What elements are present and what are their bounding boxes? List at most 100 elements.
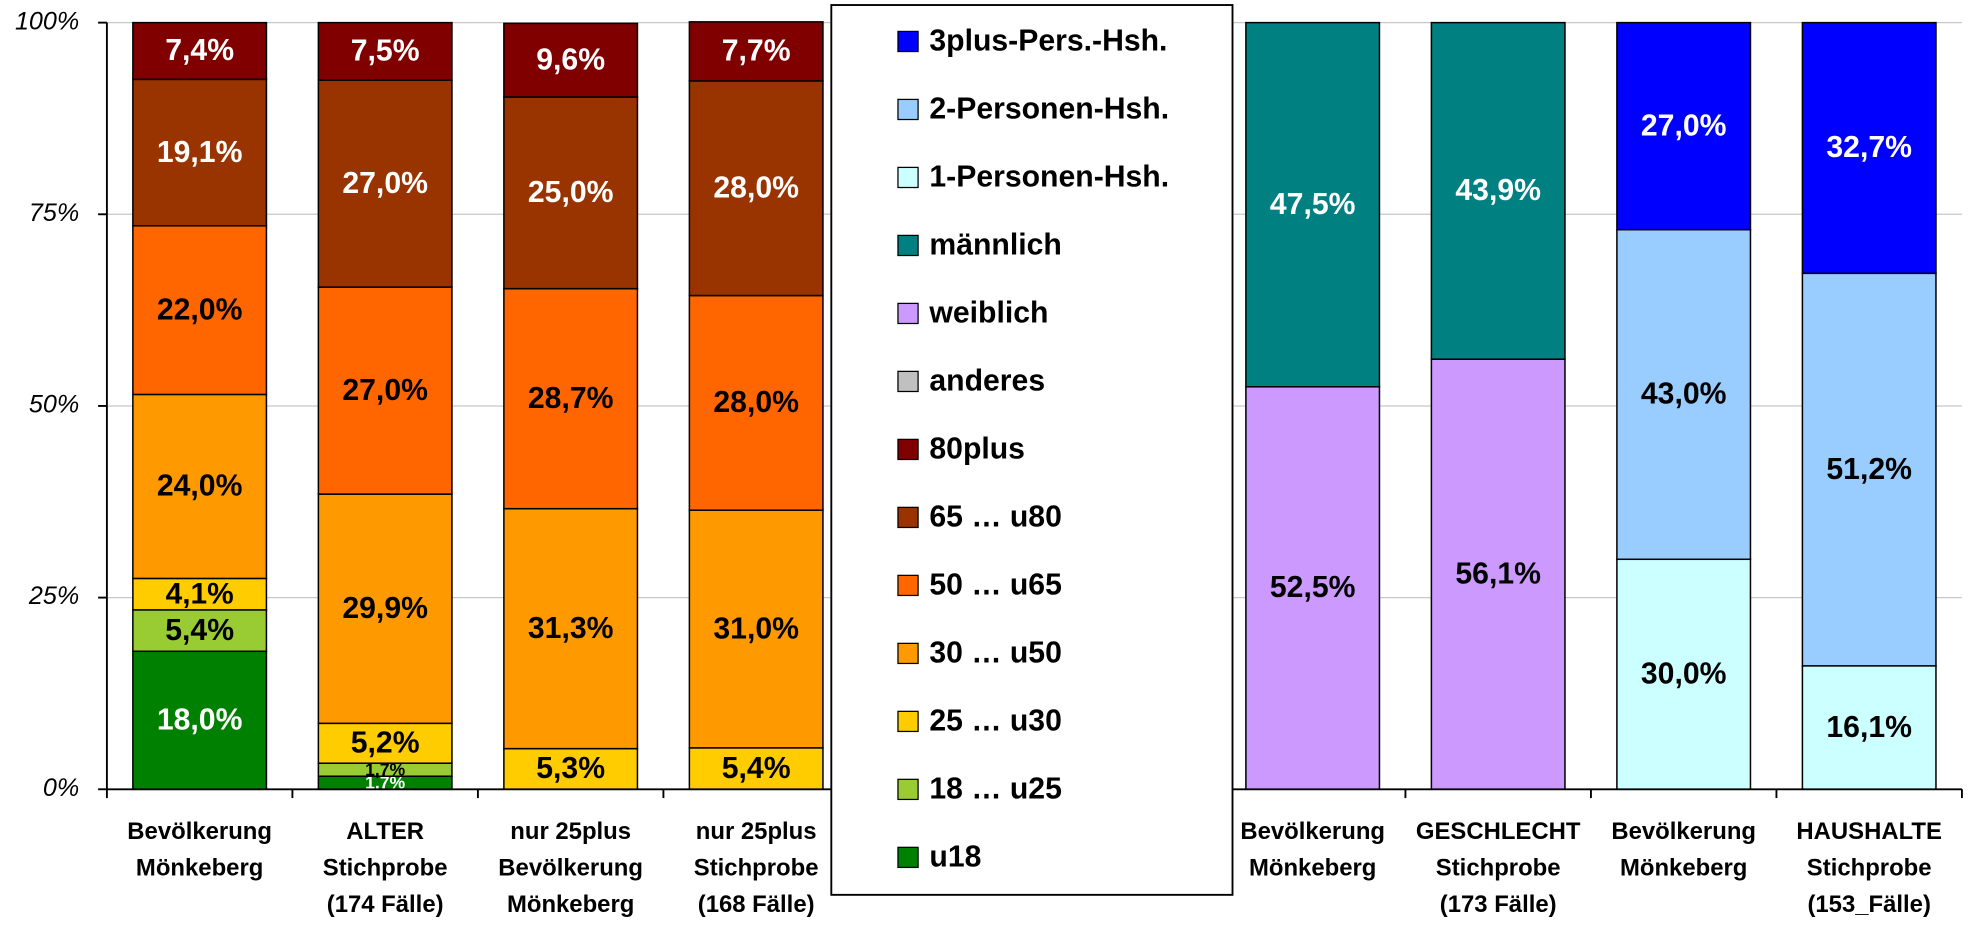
y-tick-label: 75% [29, 199, 79, 227]
y-tick-label: 50% [29, 391, 79, 419]
x-tick-label: HAUSHALTE Stichprobe (153_Fälle) [1796, 819, 1942, 919]
legend-label: 3plus-Pers.-Hsh. [929, 25, 1167, 58]
data-label: 30,0% [1641, 658, 1727, 691]
data-label: 25,0% [528, 176, 614, 209]
bar-segment [1616, 558, 1752, 791]
bar-segment [1801, 665, 1937, 791]
legend-swatch [897, 30, 919, 53]
bar-segment [1430, 358, 1566, 791]
legend-swatch [897, 506, 919, 529]
bar-segment [317, 21, 453, 81]
legend-swatch [897, 438, 919, 461]
bar-segment [1616, 21, 1752, 231]
bar-segment [317, 493, 453, 725]
legend-label: 25 … u30 [929, 705, 1061, 738]
bar-segment [132, 609, 268, 653]
data-label: 7,4% [165, 34, 234, 67]
legend-swatch [897, 234, 919, 257]
data-label: 1,7% [365, 773, 405, 793]
bar-segment [1616, 228, 1752, 561]
x-tick-label: nur 25plus Bevölkerung Mönkeberg [498, 819, 643, 919]
bar-segment [132, 78, 268, 227]
data-label: 5,3% [536, 752, 605, 785]
bar-segment [317, 286, 453, 495]
bar-segment [132, 650, 268, 791]
data-label: 9,6% [536, 43, 605, 76]
data-label: 27,0% [342, 374, 428, 407]
bar-segment [132, 225, 268, 396]
y-tick-label: 25% [28, 582, 79, 610]
data-label: 22,0% [157, 293, 243, 326]
bar-segment [503, 22, 639, 98]
data-label: 31,3% [528, 612, 614, 645]
legend-swatch [897, 166, 919, 189]
x-tick-label: Bevölkerung Mönkeberg [1240, 819, 1385, 882]
bar-segment [132, 21, 268, 81]
legend-label: 18 … u25 [929, 773, 1061, 806]
bar-segment [688, 21, 824, 82]
bar-segment [132, 393, 268, 580]
legend-label: 2-Personen-Hsh. [929, 93, 1169, 126]
legend-label: 65 … u80 [929, 501, 1061, 534]
data-label: 32,7% [1826, 131, 1912, 164]
data-label: 31,0% [713, 612, 799, 645]
legend-label: 30 … u50 [929, 637, 1061, 670]
x-tick-label: Bevölkerung Mönkeberg [1611, 819, 1756, 882]
legend-swatch [897, 778, 919, 801]
legend: 3plus-Pers.-Hsh. 2-Personen-Hsh. 1-Persone… [830, 4, 1234, 896]
bar-segment [1245, 21, 1381, 388]
bar-segment [688, 509, 824, 749]
legend-label: 80plus [929, 433, 1025, 466]
data-label: 5,2% [351, 726, 420, 759]
bar-segment [1430, 21, 1566, 360]
data-label: 5,4% [722, 752, 791, 785]
data-label: 7,5% [351, 35, 420, 68]
data-label: 27,0% [342, 167, 428, 200]
data-label: 56,1% [1455, 557, 1541, 590]
legend-swatch [897, 846, 919, 869]
data-label: 28,0% [713, 386, 799, 419]
legend-label: u18 [929, 841, 981, 874]
data-label: 19,1% [157, 136, 243, 169]
legend-swatch [897, 574, 919, 597]
y-tick-label: 100% [15, 7, 79, 35]
legend-label: 50 … u65 [929, 569, 1061, 602]
bar-segment [317, 722, 453, 764]
data-label: 16,1% [1826, 711, 1912, 744]
bar-segment [1801, 21, 1937, 275]
bar-segment [503, 96, 639, 290]
legend-swatch [897, 302, 919, 325]
data-label: 51,2% [1826, 453, 1912, 486]
data-label: 52,5% [1270, 571, 1356, 604]
x-tick-label: GESCHLECHT Stichprobe (173 Fälle) [1416, 819, 1581, 919]
data-label: 5,4% [165, 614, 234, 647]
legend-label: männlich [929, 229, 1061, 262]
data-label: 27,0% [1641, 109, 1727, 142]
x-tick-label: ALTER Stichprobe (174 Fälle) [323, 819, 448, 919]
data-label: 18,0% [157, 704, 243, 737]
legend-label: weiblich [928, 297, 1048, 330]
bar-segment [688, 294, 824, 511]
bar-segment [1801, 272, 1937, 667]
data-label: 43,0% [1641, 378, 1727, 411]
bar-segment [503, 747, 639, 791]
legend-swatch [897, 710, 919, 733]
data-label: 47,5% [1270, 188, 1356, 221]
data-label: 1,7% [365, 760, 405, 780]
x-tick-label: Bevölkerung Mönkeberg [127, 819, 272, 882]
data-label: 24,0% [157, 470, 243, 503]
data-label: 4,1% [166, 577, 234, 610]
legend-swatch [897, 98, 919, 121]
legend-label: anderes [929, 365, 1045, 398]
x-tick-label: nur 25plus Stichprobe (168 Fälle) [694, 819, 819, 919]
data-label: 7,7% [722, 35, 791, 68]
legend-swatch [897, 370, 919, 393]
legend-box [830, 4, 1234, 896]
legend-swatch [897, 642, 919, 665]
bar-segment [317, 79, 453, 288]
data-label: 28,0% [713, 171, 799, 204]
data-label: 43,9% [1455, 174, 1541, 207]
bar-segment [503, 507, 639, 750]
